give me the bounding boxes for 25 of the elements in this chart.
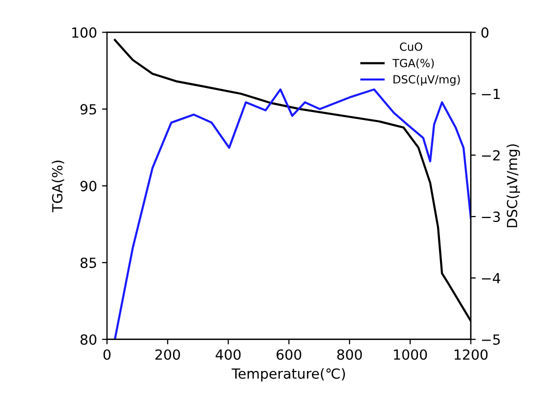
y-tick-label: 95	[80, 104, 96, 115]
y-axis-title: TGA(%)	[52, 160, 64, 212]
line-series	[114, 88, 471, 340]
legend-label: DSC(μV/mg)	[394, 74, 460, 86]
y-tick-label: 90	[80, 180, 96, 192]
legend-title: CuO	[400, 42, 422, 51]
y-tick-label: 80	[80, 334, 96, 345]
y-tick-label: 100	[72, 27, 96, 38]
x-tick-label: 600	[276, 349, 302, 360]
y2-tick-label: −1	[482, 88, 500, 100]
x-tick-label: 800	[337, 349, 362, 360]
x-tick-label: 400	[216, 349, 241, 360]
y2-tick-label: −5	[482, 334, 500, 345]
x-tick-label: 1200	[454, 349, 488, 360]
y2-tick-label: −2	[482, 150, 500, 160]
y2-tick-label: 0	[481, 27, 488, 38]
x-tick-label: 200	[155, 349, 180, 360]
y-tick-label: 85	[80, 258, 96, 268]
x-tick-label: 0	[103, 349, 110, 360]
y2-tick-label: −4	[482, 273, 500, 284]
y2-tick-label: −3	[482, 212, 500, 222]
x-axis-title: Temperature(℃)	[232, 368, 345, 382]
x-tick-label: 1000	[394, 349, 427, 360]
y2-axis-title: DSC(μV/mg)	[506, 144, 520, 228]
legend-label: TGA(%)	[392, 58, 434, 69]
